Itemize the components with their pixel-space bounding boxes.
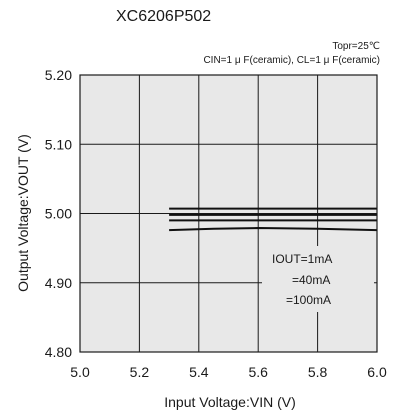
y-tick-label: 4.90 <box>45 275 72 291</box>
x-tick-labels: 5.0 5.2 5.4 5.6 5.8 6.0 <box>70 364 387 380</box>
legend: IOUT=1mA =40mA =100mA <box>272 252 332 307</box>
x-tick-label: 5.8 <box>308 364 328 380</box>
x-axis-label: Input Voltage:VIN (V) <box>164 394 296 410</box>
y-axis-label: Output Voltage:VOUT (V) <box>15 134 31 292</box>
x-tick-label: 5.2 <box>130 364 150 380</box>
x-tick-label: 5.0 <box>70 364 90 380</box>
legend-label: =100mA <box>286 293 331 307</box>
y-tick-label: 5.10 <box>45 136 72 152</box>
y-tick-label: 5.20 <box>45 67 72 83</box>
x-tick-label: 6.0 <box>367 364 387 380</box>
legend-box <box>262 246 374 312</box>
series-line <box>169 227 378 232</box>
legend-label: =40mA <box>292 273 330 287</box>
plot-frame <box>79 74 378 353</box>
series-group <box>169 207 378 232</box>
chart-subtitle-condition: Topr=25℃ <box>332 41 380 52</box>
legend-label: IOUT=1mA <box>272 252 332 266</box>
x-tick-label: 5.6 <box>248 364 268 380</box>
chart-title: XC6206P502 <box>116 8 211 25</box>
y-tick-label: 5.00 <box>45 206 72 222</box>
chart-subtitle-capacitors: CIN=1 μ F(ceramic), CL=1 μ F(ceramic) <box>203 55 380 66</box>
y-tick-label: 4.80 <box>45 344 72 360</box>
y-tick-labels: 4.80 4.90 5.00 5.10 5.20 <box>45 67 72 360</box>
x-tick-label: 5.4 <box>189 364 209 380</box>
